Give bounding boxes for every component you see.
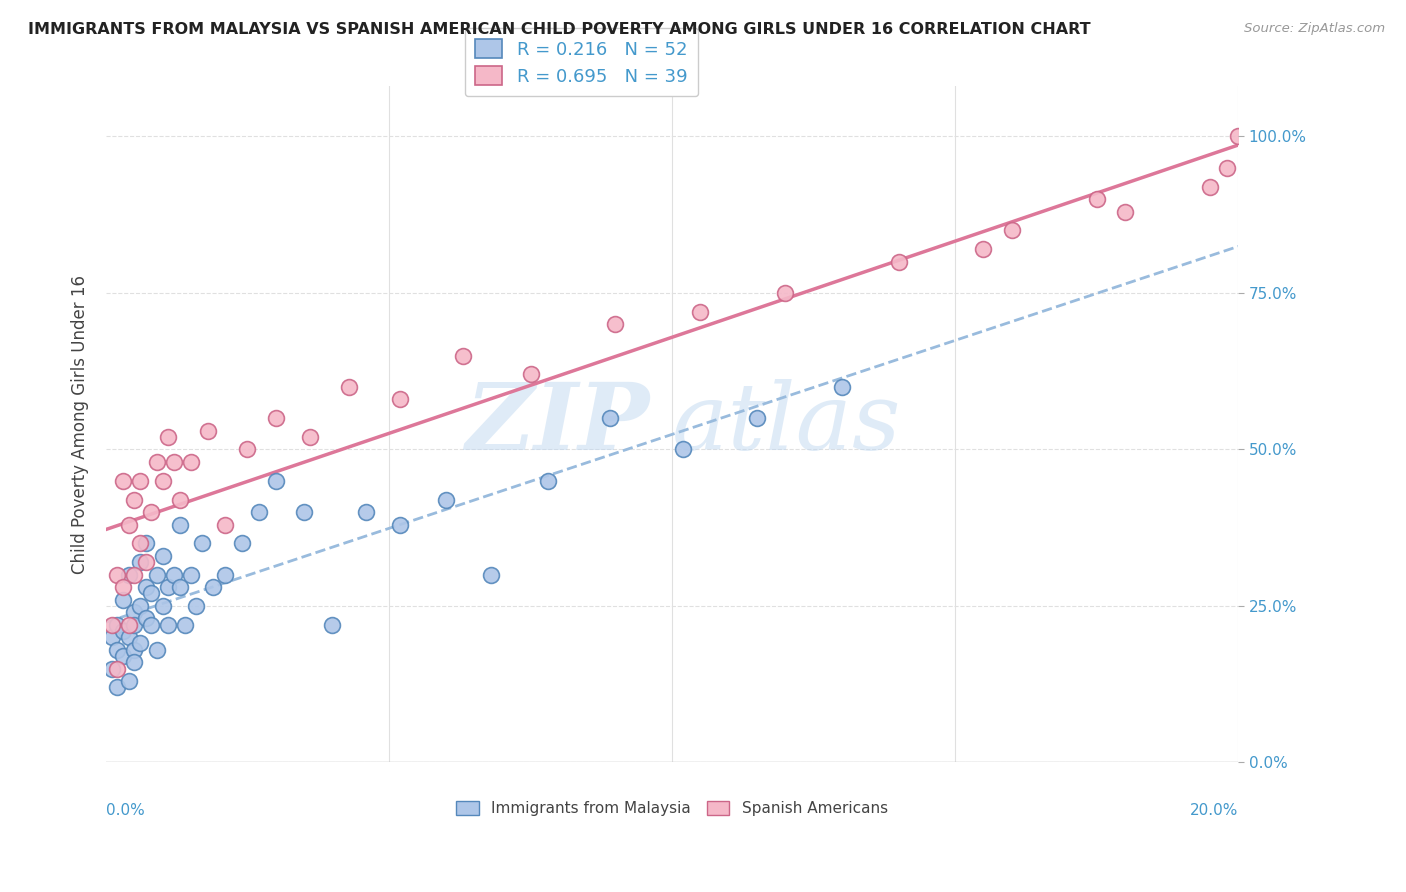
- Point: [117, 630, 139, 644]
- Point: [292, 505, 315, 519]
- Point: [100, 661, 122, 675]
- Point: [111, 624, 134, 638]
- Point: [100, 617, 122, 632]
- Point: [128, 599, 150, 613]
- Point: [128, 536, 150, 550]
- Point: [135, 580, 157, 594]
- Point: [141, 617, 163, 632]
- Point: [1216, 161, 1239, 175]
- Point: [191, 536, 214, 550]
- Point: [157, 580, 180, 594]
- Point: [122, 567, 145, 582]
- Text: Source: ZipAtlas.com: Source: ZipAtlas.com: [1244, 22, 1385, 36]
- Point: [214, 567, 236, 582]
- Point: [451, 349, 474, 363]
- Point: [599, 411, 621, 425]
- Point: [169, 492, 191, 507]
- Point: [356, 505, 378, 519]
- Point: [887, 254, 910, 268]
- Text: 20.0%: 20.0%: [1189, 803, 1239, 818]
- Point: [672, 442, 695, 457]
- Point: [605, 317, 627, 331]
- Point: [1114, 204, 1136, 219]
- Point: [141, 505, 163, 519]
- Point: [128, 474, 150, 488]
- Point: [128, 555, 150, 569]
- Point: [128, 636, 150, 650]
- Point: [152, 599, 174, 613]
- Point: [169, 580, 191, 594]
- Point: [389, 517, 412, 532]
- Point: [1227, 129, 1250, 144]
- Point: [180, 567, 202, 582]
- Point: [174, 617, 197, 632]
- Point: [105, 617, 128, 632]
- Point: [247, 505, 270, 519]
- Point: [117, 674, 139, 689]
- Point: [122, 492, 145, 507]
- Point: [105, 661, 128, 675]
- Point: [122, 617, 145, 632]
- Text: ZIP: ZIP: [465, 379, 650, 469]
- Point: [831, 380, 853, 394]
- Point: [389, 392, 412, 407]
- Point: [536, 474, 558, 488]
- Point: [111, 648, 134, 663]
- Point: [157, 430, 180, 444]
- Point: [152, 474, 174, 488]
- Point: [163, 455, 186, 469]
- Point: [146, 567, 169, 582]
- Point: [135, 555, 157, 569]
- Point: [135, 611, 157, 625]
- Point: [117, 617, 139, 632]
- Point: [152, 549, 174, 563]
- Point: [111, 580, 134, 594]
- Text: atlas: atlas: [672, 379, 901, 469]
- Point: [202, 580, 225, 594]
- Point: [105, 642, 128, 657]
- Point: [111, 592, 134, 607]
- Point: [1085, 192, 1108, 206]
- Point: [117, 517, 139, 532]
- Point: [117, 567, 139, 582]
- Point: [264, 411, 287, 425]
- Point: [231, 536, 253, 550]
- Point: [111, 474, 134, 488]
- Point: [180, 455, 202, 469]
- Point: [197, 424, 219, 438]
- Point: [163, 567, 186, 582]
- Point: [122, 642, 145, 657]
- Point: [298, 430, 321, 444]
- Point: [122, 605, 145, 619]
- Point: [236, 442, 259, 457]
- Point: [434, 492, 457, 507]
- Point: [146, 455, 169, 469]
- Y-axis label: Child Poverty Among Girls Under 16: Child Poverty Among Girls Under 16: [72, 275, 89, 574]
- Legend: Immigrants from Malaysia, Spanish Americans: Immigrants from Malaysia, Spanish Americ…: [450, 795, 894, 822]
- Point: [157, 617, 180, 632]
- Point: [214, 517, 236, 532]
- Point: [186, 599, 208, 613]
- Point: [100, 630, 122, 644]
- Point: [689, 304, 711, 318]
- Point: [1001, 223, 1024, 237]
- Point: [519, 368, 541, 382]
- Point: [135, 536, 157, 550]
- Point: [264, 474, 287, 488]
- Text: 0.0%: 0.0%: [105, 803, 145, 818]
- Point: [972, 242, 994, 256]
- Point: [775, 285, 797, 300]
- Point: [169, 517, 191, 532]
- Text: IMMIGRANTS FROM MALAYSIA VS SPANISH AMERICAN CHILD POVERTY AMONG GIRLS UNDER 16 : IMMIGRANTS FROM MALAYSIA VS SPANISH AMER…: [28, 22, 1091, 37]
- Point: [745, 411, 768, 425]
- Point: [146, 642, 169, 657]
- Point: [105, 681, 128, 695]
- Point: [122, 655, 145, 669]
- Point: [1199, 179, 1222, 194]
- Point: [105, 567, 128, 582]
- Point: [337, 380, 360, 394]
- Point: [479, 567, 502, 582]
- Point: [141, 586, 163, 600]
- Point: [321, 617, 343, 632]
